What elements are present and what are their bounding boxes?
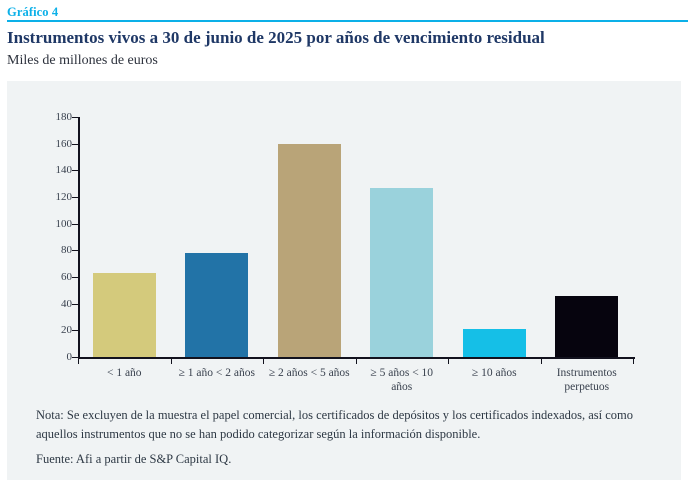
x-tick-label: < 1 año [106, 367, 142, 379]
y-tick-label: 40 [61, 297, 72, 310]
x-tick [78, 358, 79, 364]
x-tick [263, 358, 264, 364]
x-tick-label: ≥ 2 años < 5 años [268, 367, 350, 379]
x-tick-label: ≥ 10 años [471, 367, 517, 379]
y-tick [72, 330, 78, 332]
y-tick-label: 0 [66, 351, 73, 363]
x-tick [540, 358, 542, 364]
y-tick-label: 80 [61, 244, 72, 257]
x-tick [170, 358, 172, 364]
bar-Instrumentos-perpetuos [555, 295, 619, 357]
bar-10-años [462, 329, 526, 357]
accent-divider [7, 20, 688, 22]
chart-title: Instrumentos vivos a 30 de junio de 2025… [7, 28, 545, 47]
y-axis [78, 117, 80, 359]
x-tick [355, 358, 357, 364]
y-tick [72, 223, 78, 225]
y-tick-label: 120 [55, 191, 73, 203]
x-tick [448, 358, 449, 364]
y-tick [72, 277, 78, 278]
x-tick [633, 358, 634, 364]
y-tick [72, 143, 78, 145]
bar-2-años-5-años [277, 143, 341, 357]
y-tick [72, 303, 78, 305]
y-tick-label: 100 [55, 217, 73, 230]
y-tick-label: 20 [61, 324, 72, 337]
x-tick-label: ≥ 1 año < 2 años [178, 367, 255, 379]
bar-1-año-2-años [185, 253, 249, 357]
x-tick-label: Instrumentos perpetuos [556, 367, 617, 393]
y-tick [72, 250, 78, 252]
y-tick-label: 180 [55, 111, 73, 123]
x-axis [78, 357, 635, 359]
y-tick [72, 170, 78, 172]
chart-units-subtitle: Miles de millones de euros [7, 53, 158, 68]
source-text: Fuente: Afi a partir de S&P Capital IQ. [36, 452, 232, 466]
figure-label: Gráfico 4 [7, 5, 59, 19]
y-tick [72, 117, 78, 118]
y-tick-label: 140 [55, 164, 73, 177]
y-tick [72, 357, 78, 358]
x-tick-label: ≥ 5 años < 10 años [370, 367, 434, 393]
note-text: Nota: Se excluyen de la muestra el papel… [36, 408, 634, 441]
bar-1-año [92, 273, 156, 357]
bar-5-años-10-años [370, 187, 434, 357]
y-tick-label: 60 [61, 271, 72, 283]
y-tick [72, 197, 78, 198]
chart-panel: 0 20 40 60 80 100 120 140 160 180 < 1 año ≥ 1 año <… [7, 81, 681, 480]
bar-chart: 0 20 40 60 80 100 120 140 160 180 < 1 año ≥ 1 año <… [7, 81, 681, 401]
y-tick-label: 160 [55, 137, 73, 150]
